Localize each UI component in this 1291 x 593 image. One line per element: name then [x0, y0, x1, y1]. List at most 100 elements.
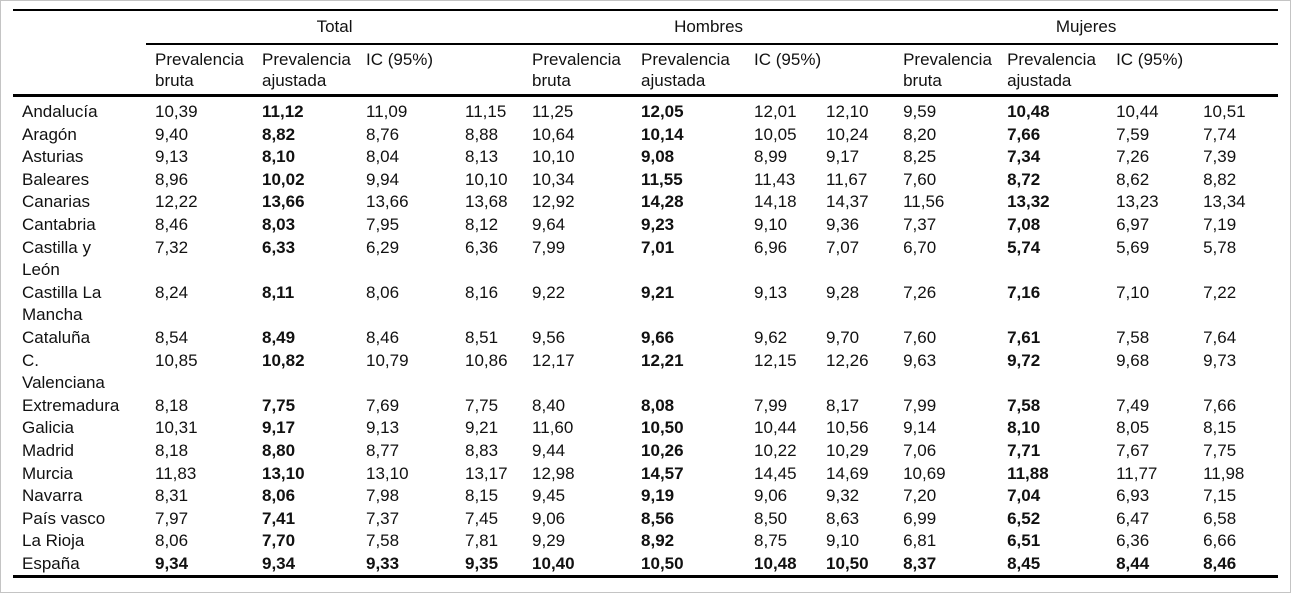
col-header-mujeres-ajustada: Prevalencia ajustada [998, 44, 1108, 97]
cell-mujeres-bruta: 6,70 [903, 237, 937, 257]
cell-mujeres-ic-high: 10,51 [1203, 102, 1246, 121]
cell-hombres-bruta: 10,34 [532, 169, 575, 189]
cell-mujeres-bruta: 6,81 [903, 531, 937, 551]
cell-mujeres-bruta: 10,69 [903, 463, 946, 483]
cell-hombres-bruta: 10,40 [532, 553, 575, 573]
cell-total-ic-low: 7,98 [366, 486, 400, 506]
cell-total-ic-low: 8,06 [366, 282, 400, 302]
table-row: Castilla La Mancha 8,24 8,11 8,06 8,16 9,22 9,… [13, 282, 1278, 327]
cell-hombres-ic-high: 9,36 [826, 214, 860, 234]
cell-hombres-ic-high: 8,63 [826, 508, 860, 528]
cell-hombres-ic-low: 10,05 [754, 124, 797, 144]
cell-total-ic-low: 9,13 [366, 418, 400, 438]
cell-total-ic-low: 9,33 [366, 553, 400, 573]
cell-mujeres-ic-high: 7,15 [1203, 486, 1237, 506]
cell-mujeres-ajustada: 7,08 [1007, 214, 1041, 234]
cell-hombres-bruta: 11,60 [532, 418, 574, 438]
cell-hombres-ic-high: 10,50 [826, 553, 869, 573]
cell-hombres-bruta: 9,44 [532, 440, 566, 460]
cell-hombres-ic-low: 9,62 [754, 327, 788, 347]
cell-hombres-ic-high: 12,26 [826, 350, 869, 370]
cell-mujeres-ajustada: 7,58 [1007, 395, 1041, 415]
table-row: Cantabria 8,46 8,03 7,95 8,12 9,64 9,23 9,10 9,3… [13, 214, 1278, 237]
region-name: Canarias [22, 192, 91, 212]
region-name: Asturias [22, 147, 84, 167]
cell-mujeres-ajustada: 9,72 [1007, 350, 1041, 370]
cell-total-ajustada: 10,02 [262, 169, 305, 189]
cell-hombres-ic-low: 10,44 [754, 418, 797, 438]
cell-hombres-bruta: 9,29 [532, 531, 566, 551]
cell-mujeres-bruta: 9,14 [903, 418, 937, 438]
cell-mujeres-ic-high: 7,64 [1203, 327, 1237, 347]
cell-mujeres-ic-high: 13,34 [1203, 192, 1246, 212]
cell-total-ajustada: 8,82 [262, 124, 296, 144]
region-name: Madrid [22, 440, 74, 460]
cell-mujeres-ic-high: 8,46 [1203, 553, 1237, 573]
group-header-row: Total Hombres Mujeres [13, 10, 1279, 45]
cell-mujeres-ajustada: 7,71 [1007, 440, 1041, 460]
table-row: Aragón 9,40 8,82 8,76 8,88 10,64 10,14 10,05 10,… [13, 124, 1278, 147]
cell-hombres-ic-low: 11,43 [754, 169, 796, 189]
cell-total-ic-high: 7,81 [465, 531, 499, 551]
region-name: Murcia [22, 463, 74, 483]
cell-hombres-ajustada: 10,14 [641, 124, 684, 144]
table-row: Cataluña 8,54 8,49 8,46 8,51 9,56 9,66 9,62 9,70… [13, 327, 1278, 350]
cell-hombres-bruta: 10,10 [532, 147, 575, 167]
cell-total-ajustada: 13,66 [262, 192, 305, 212]
cell-mujeres-ic-high: 9,73 [1203, 350, 1237, 370]
cell-hombres-ajustada: 9,23 [641, 214, 675, 234]
cell-total-bruta: 8,31 [155, 486, 189, 506]
cell-mujeres-bruta: 9,59 [903, 102, 937, 121]
cell-hombres-ic-high: 11,67 [826, 169, 868, 189]
cell-total-ic-low: 13,10 [366, 463, 409, 483]
cell-total-bruta: 8,46 [155, 214, 189, 234]
cell-hombres-ajustada: 8,56 [641, 508, 675, 528]
group-header-hombres: Hombres [523, 10, 895, 45]
cell-total-ic-low: 8,76 [366, 124, 400, 144]
cell-mujeres-ic-high: 7,66 [1203, 395, 1237, 415]
cell-hombres-ajustada: 14,28 [641, 192, 684, 212]
cell-hombres-ic-high: 7,07 [826, 237, 860, 257]
region-name: La Rioja [22, 531, 85, 551]
cell-hombres-ajustada: 9,21 [641, 282, 675, 302]
cell-mujeres-bruta: 7,20 [903, 486, 937, 506]
table-row: Madrid 8,18 8,80 8,77 8,83 9,44 10,26 10,22 10,2… [13, 440, 1278, 463]
group-header-mujeres: Mujeres [894, 10, 1279, 45]
cell-total-ic-low: 11,09 [366, 102, 408, 121]
cell-total-ajustada: 7,41 [262, 508, 296, 528]
cell-mujeres-ic-low: 6,93 [1116, 486, 1150, 506]
col-header-total-ic: IC (95%) [357, 44, 524, 97]
cell-hombres-ic-low: 9,06 [754, 486, 788, 506]
cell-hombres-bruta: 9,56 [532, 327, 566, 347]
cell-hombres-bruta: 12,92 [532, 192, 575, 212]
cell-hombres-ic-high: 9,17 [826, 147, 860, 167]
region-name: Cataluña [22, 327, 91, 347]
cell-hombres-bruta: 7,99 [532, 237, 566, 257]
cell-total-ic-low: 8,46 [366, 327, 400, 347]
cell-total-ic-low: 13,66 [366, 192, 409, 212]
cell-total-ajustada: 7,75 [262, 395, 296, 415]
cell-hombres-ic-low: 10,22 [754, 440, 797, 460]
cell-total-ic-high: 7,75 [465, 395, 499, 415]
table-body: Andalucía 10,39 11,12 11,09 11,15 11,25 12,05 1… [13, 96, 1278, 577]
cell-mujeres-ic-high: 7,39 [1203, 147, 1237, 167]
cell-total-ic-high: 8,15 [465, 486, 499, 506]
col-header-hombres-bruta: Prevalencia bruta [523, 44, 633, 97]
region-name: Andalucía [22, 102, 98, 121]
cell-total-bruta: 11,83 [155, 463, 197, 483]
region-name: C. Valenciana [22, 350, 105, 393]
cell-mujeres-ic-low: 7,10 [1116, 282, 1150, 302]
cell-hombres-bruta: 9,64 [532, 214, 566, 234]
col-header-total-ajustada: Prevalencia ajustada [253, 44, 357, 97]
col-header-mujeres-ic: IC (95%) [1107, 44, 1279, 97]
cell-total-ic-low: 8,77 [366, 440, 400, 460]
region-name: Baleares [22, 169, 90, 189]
cell-mujeres-bruta: 8,37 [903, 553, 937, 573]
cell-hombres-ajustada: 10,50 [641, 553, 684, 573]
cell-total-bruta: 10,85 [155, 350, 198, 370]
cell-mujeres-ajustada: 6,52 [1007, 508, 1041, 528]
cell-mujeres-ic-high: 11,98 [1203, 463, 1245, 483]
cell-mujeres-ic-low: 8,62 [1116, 169, 1150, 189]
cell-hombres-ic-high: 8,17 [826, 395, 860, 415]
cell-mujeres-bruta: 8,25 [903, 147, 937, 167]
